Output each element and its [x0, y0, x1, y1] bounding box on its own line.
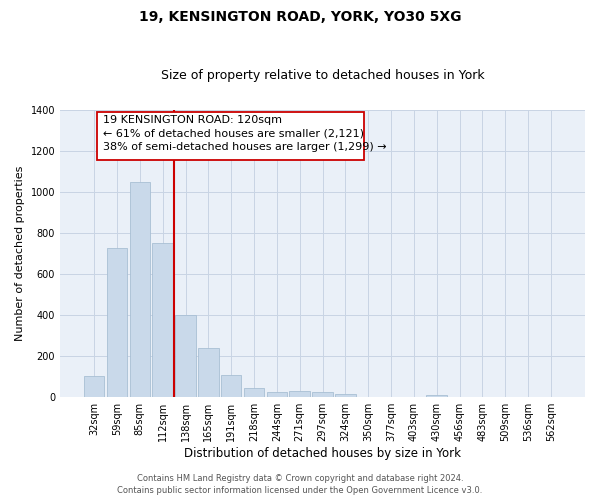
Text: 19, KENSINGTON ROAD, YORK, YO30 5XG: 19, KENSINGTON ROAD, YORK, YO30 5XG — [139, 10, 461, 24]
X-axis label: Distribution of detached houses by size in York: Distribution of detached houses by size … — [184, 447, 461, 460]
Text: Contains HM Land Registry data © Crown copyright and database right 2024.
Contai: Contains HM Land Registry data © Crown c… — [118, 474, 482, 495]
Title: Size of property relative to detached houses in York: Size of property relative to detached ho… — [161, 69, 484, 82]
Bar — [84, 376, 104, 397]
Bar — [175, 315, 196, 397]
Bar — [244, 388, 264, 397]
Bar — [107, 248, 127, 397]
Bar — [198, 348, 218, 397]
Bar — [266, 392, 287, 397]
Bar — [221, 374, 241, 397]
Bar — [312, 392, 333, 397]
Text: 19 KENSINGTON ROAD: 120sqm
← 61% of detached houses are smaller (2,121)
38% of s: 19 KENSINGTON ROAD: 120sqm ← 61% of deta… — [103, 114, 386, 152]
Bar — [335, 394, 356, 397]
Bar — [130, 182, 150, 397]
Bar — [152, 243, 173, 397]
FancyBboxPatch shape — [97, 112, 364, 160]
Bar — [289, 392, 310, 397]
Y-axis label: Number of detached properties: Number of detached properties — [15, 166, 25, 341]
Bar — [427, 395, 447, 397]
